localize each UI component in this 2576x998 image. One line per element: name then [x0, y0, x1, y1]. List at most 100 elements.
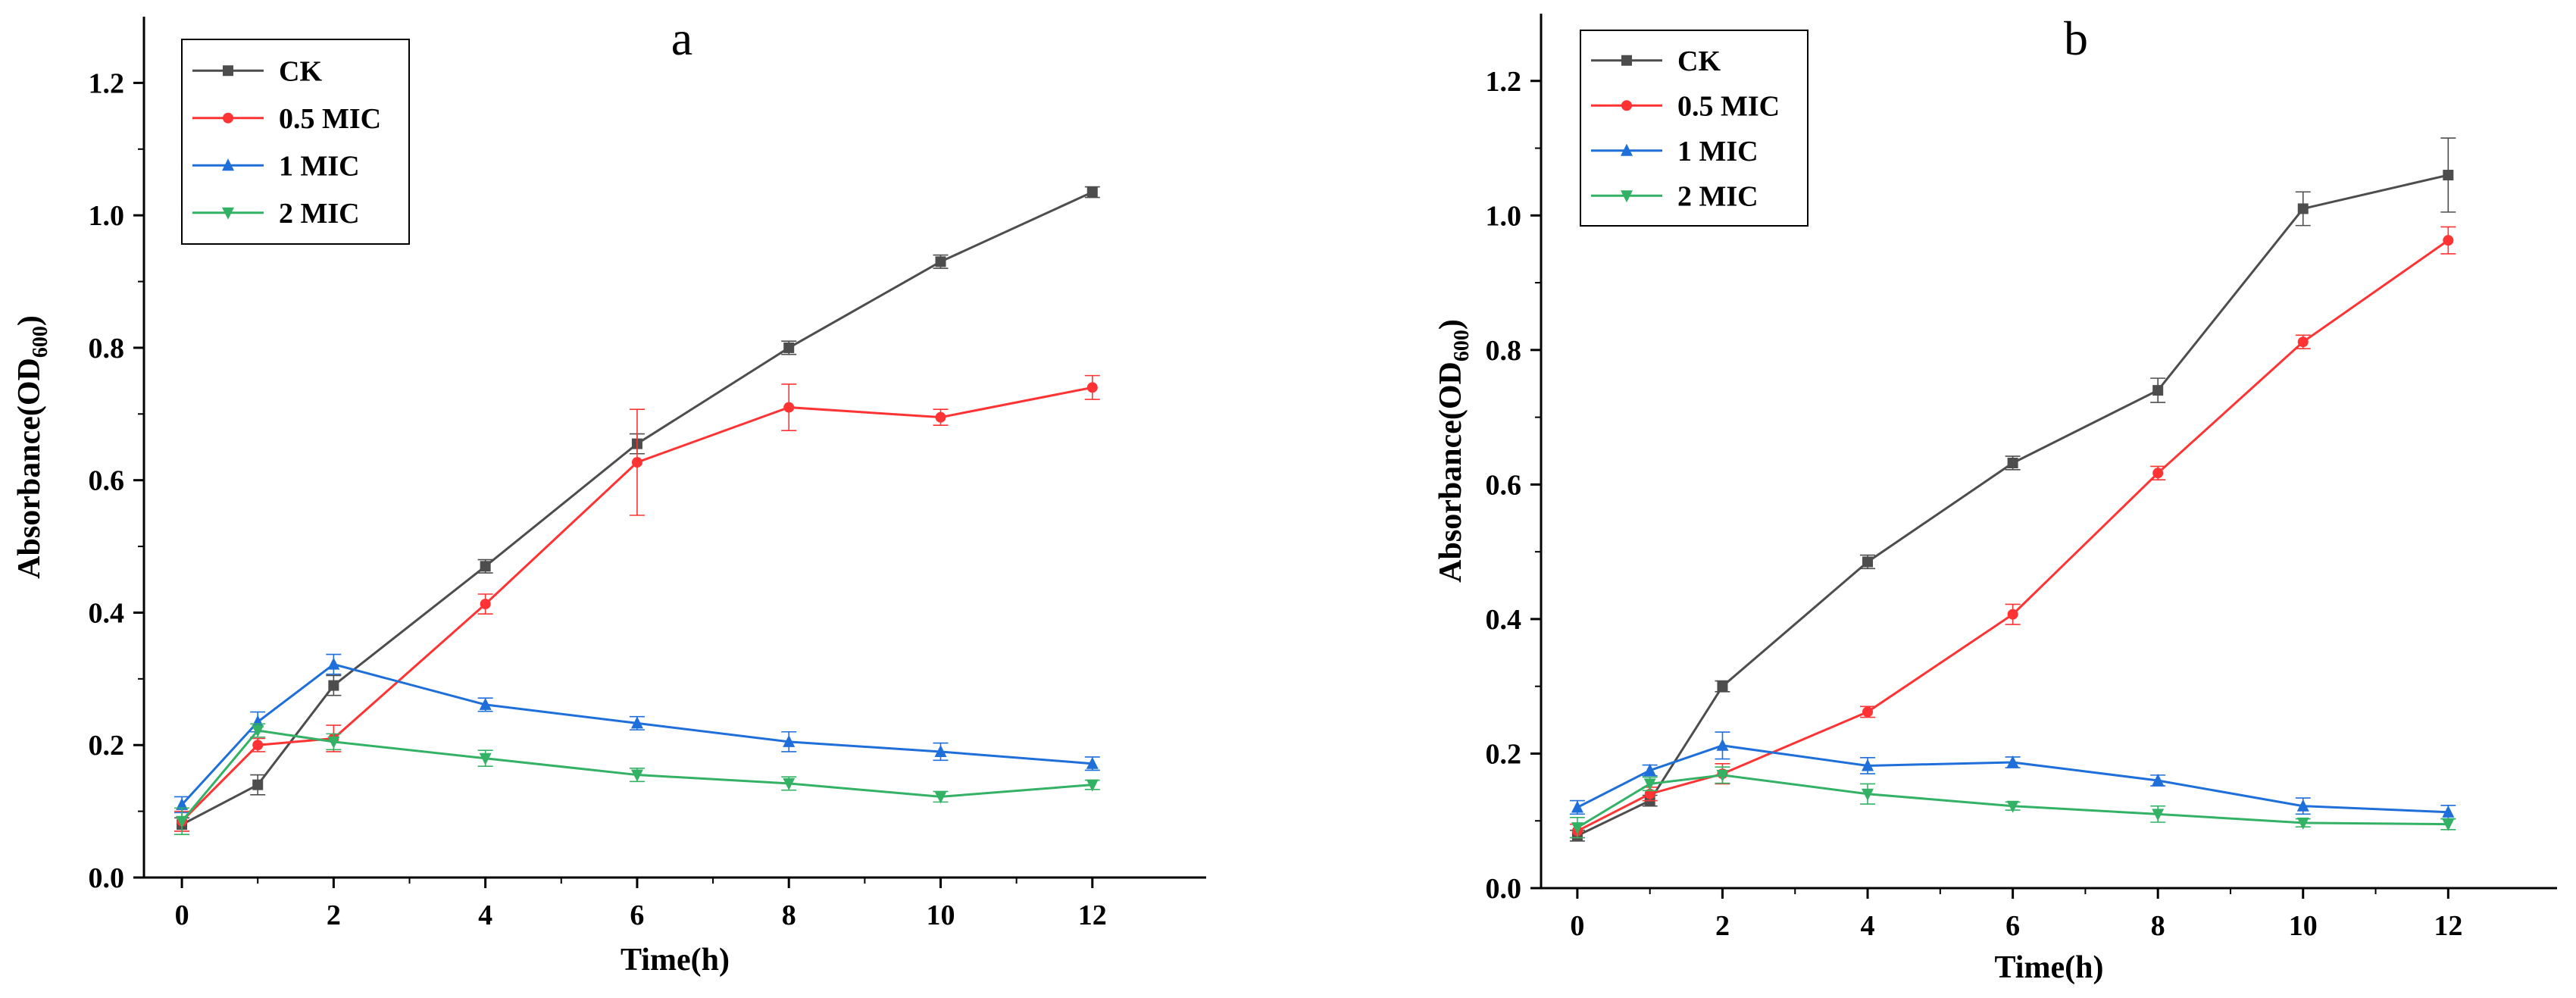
y-tick-label: 0.4 [89, 597, 125, 629]
panel-b: 0.0 0.2 0.4 0.6 0.8 1.0 1.2 0 2 4 6 8 10 12 Time(h) Abs… [1433, 11, 2557, 985]
data-point [1644, 788, 1655, 799]
x-tick-label: 10 [2289, 910, 2318, 942]
series-line [181, 191, 1093, 826]
data-point [1571, 822, 1583, 835]
data-point [1643, 763, 1656, 776]
x-tick-label: 4 [478, 899, 492, 931]
data-point [2442, 818, 2455, 831]
data-point [934, 791, 947, 804]
y-tick-label: 0.0 [1486, 873, 1522, 905]
data-point [252, 779, 264, 790]
series-line [1577, 174, 2449, 837]
y-axis-title-subscript: 600 [1450, 330, 1474, 361]
data-point [1717, 680, 1728, 692]
legend-label: CK [279, 55, 322, 87]
legend-label: 1 MIC [279, 150, 360, 182]
data-point [327, 736, 340, 749]
legend-label: 2 MIC [1677, 180, 1758, 212]
y-axis-title-close: ) [1433, 319, 1468, 330]
data-point [630, 769, 643, 782]
data-point [2297, 203, 2309, 214]
y-tick-label: 1.0 [89, 200, 125, 232]
data-point [1086, 186, 1098, 198]
data-point [2152, 809, 2165, 821]
data-point [2006, 800, 2019, 813]
data-point [2296, 799, 2309, 812]
series-2-mic [174, 723, 1100, 835]
data-point [252, 725, 264, 738]
x-tick-label: 12 [1078, 899, 1107, 931]
legend-swatch-marker [222, 207, 234, 220]
data-point [1086, 779, 1099, 792]
data-point [252, 740, 264, 751]
data-point [630, 716, 643, 729]
legend-swatch-marker [1621, 190, 1633, 203]
panel-a: 0.0 0.2 0.4 0.6 0.8 1.0 1.2 0 2 4 6 8 10 12 Time(h) Abs… [12, 11, 1206, 978]
legend-swatch-marker [222, 158, 234, 171]
data-point [631, 457, 642, 468]
series-line [1577, 744, 2449, 814]
x-axis-title: Time(h) [621, 943, 730, 978]
y-tick-label: 0.0 [89, 862, 125, 894]
y-tick-label: 0.8 [89, 333, 125, 364]
series-line [181, 386, 1093, 822]
legend-swatch-marker [1621, 143, 1633, 156]
legend-swatch-marker [1621, 100, 1632, 111]
data-point [1862, 759, 1874, 771]
y-tick-label: 1.2 [1486, 66, 1522, 98]
series-ck [174, 186, 1100, 832]
series-ck [1569, 137, 2456, 842]
data-point [2152, 468, 2164, 479]
data-point [783, 402, 795, 413]
data-point [1571, 800, 1583, 813]
data-point [327, 657, 340, 670]
data-point [2007, 457, 2018, 468]
data-point [2297, 336, 2309, 348]
data-point [176, 815, 189, 828]
x-tick-label: 8 [782, 899, 796, 931]
y-axis-title-main: Absorbance(OD [1433, 361, 1468, 583]
y-tick-label: 0.6 [1486, 469, 1522, 501]
legend-label: 1 MIC [1677, 136, 1758, 167]
data-point [1716, 769, 1729, 782]
y-tick-label: 0.6 [89, 465, 125, 497]
data-point [935, 256, 946, 267]
data-point [176, 797, 189, 810]
data-point [2442, 805, 2455, 818]
legend-swatch-marker [1621, 55, 1632, 66]
x-tick-label: 2 [327, 899, 341, 931]
data-point [480, 599, 491, 610]
data-point [1862, 706, 1874, 718]
legend: CK 0.5 MIC 1 MIC 2 MIC [1580, 30, 1809, 227]
y-axis-title-close: ) [12, 315, 47, 326]
data-point [480, 561, 491, 572]
legend-box [181, 39, 410, 245]
data-point [2296, 817, 2309, 830]
x-tick-label: 0 [175, 899, 189, 931]
series-1-mic [174, 653, 1100, 814]
data-point [328, 680, 339, 691]
series-line [1577, 239, 2449, 832]
data-point [783, 342, 795, 353]
series-0-5-mic [174, 374, 1100, 832]
y-axis-title-main: Absorbance(OD [12, 358, 47, 579]
legend-box [1580, 30, 1809, 227]
series-0-5-mic [1569, 226, 2456, 839]
series-line [180, 662, 1093, 806]
data-point [2152, 385, 2164, 396]
series-line [1577, 774, 2449, 829]
data-point [1862, 788, 1874, 801]
legend-label: CK [1677, 45, 1721, 77]
y-tick-label: 0.2 [1486, 738, 1522, 770]
data-point [935, 411, 946, 423]
data-point [783, 777, 796, 790]
data-point [1086, 382, 1098, 393]
legend-swatch-marker [223, 112, 233, 124]
x-tick-label: 6 [630, 899, 644, 931]
series-line [180, 729, 1093, 822]
data-point [783, 734, 796, 747]
y-tick-label: 0.2 [89, 730, 125, 762]
x-tick-label: 8 [2151, 910, 2165, 942]
